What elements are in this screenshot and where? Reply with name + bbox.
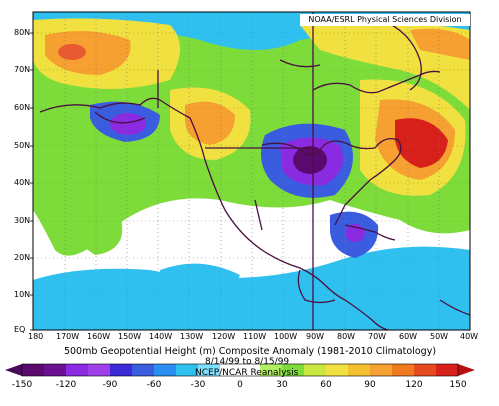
lat-label: 30N [14,216,31,225]
colorbar-tick: 30 [276,380,288,390]
date-range: 8/14/99 to 8/15/99 [205,357,290,367]
colorbar-tick: 0 [237,380,243,390]
lat-label: 80N [14,28,31,37]
data-source: NCEP/NCAR Reanalysis [195,368,299,378]
lon-label: 150W [118,332,142,341]
lat-label: EQ [14,325,26,334]
colorbar-tick: -60 [146,380,162,390]
colorbar-tick: -30 [190,380,206,390]
colorbar-tick: 90 [364,380,376,390]
lon-label: 110W [243,332,267,341]
colorbar [5,363,475,377]
colorbar-tick: -90 [102,380,118,390]
lat-label: 70N [14,65,31,74]
colorbar-tick: 120 [405,380,423,390]
credit-label: NOAA/ESRL Physical Sciences Division [300,14,470,26]
colorbar-tick: 60 [320,380,332,390]
lat-label: 20N [14,253,31,262]
lat-label: 40N [14,178,31,187]
lat-label: 50N [14,141,31,150]
lon-label: 130W [180,332,204,341]
lon-label: 40W [460,332,479,341]
lon-label: 100W [274,332,298,341]
lon-label: 70W [368,332,387,341]
lat-label: 10N [14,290,31,299]
lon-label: 80W [337,332,356,341]
lon-label: 90W [306,332,325,341]
lon-label: 180 [28,332,44,341]
lon-label: 160W [87,332,111,341]
lat-label: 60N [14,103,31,112]
lon-label: 60W [399,332,418,341]
lon-label: 120W [212,332,236,341]
colorbar-tick: -120 [55,380,77,390]
lon-label: 170W [56,332,80,341]
map-caption: 500mb Geopotential Height (m) Composite … [63,346,437,357]
lon-label: 50W [430,332,449,341]
colorbar-tick: 150 [449,380,467,390]
lon-label: 140W [149,332,173,341]
coastlines [39,12,470,330]
colorbar-tick: -150 [11,380,33,390]
